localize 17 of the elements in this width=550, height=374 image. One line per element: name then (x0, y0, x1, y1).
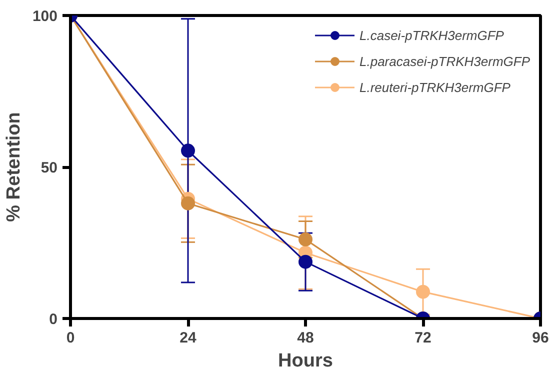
y-axis-title: % Retention (3, 112, 24, 222)
point (298, 232, 312, 246)
y-tick-label: 50 (40, 160, 58, 176)
x-axis-title: Hours (278, 350, 333, 372)
point (181, 196, 195, 210)
x-tick-label: 0 (66, 330, 75, 346)
y-tick-label: 0 (49, 311, 58, 328)
x-tick-label: 96 (532, 330, 549, 346)
y-tick-label: 100 (32, 8, 58, 25)
x-tick-label: 24 (180, 330, 197, 346)
legend-label: L.casei-pTRKH3ermGFP (360, 28, 504, 42)
point (298, 254, 312, 269)
point (181, 144, 195, 158)
legend-label: L.reuteri-pTRKH3ermGFP (360, 80, 510, 94)
legend-label: L.paracasei-pTRKH3ermGFP (360, 54, 530, 68)
x-tick-label: 48 (297, 330, 314, 346)
x-tick-label: 72 (414, 330, 432, 346)
